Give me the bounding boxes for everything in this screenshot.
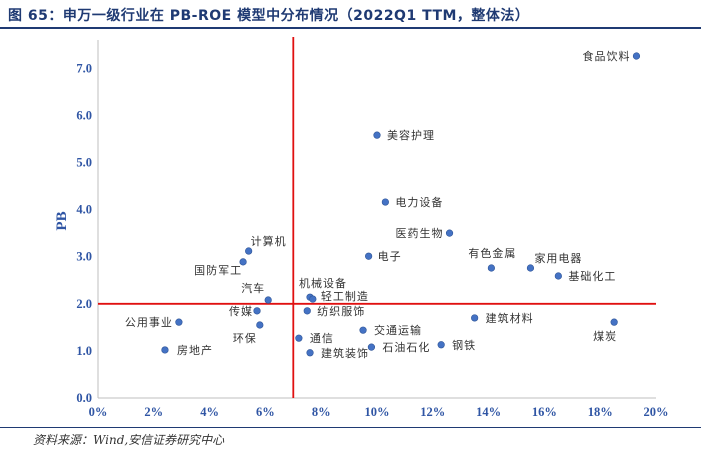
scatter-point-22	[367, 343, 376, 351]
scatter-point-16	[253, 307, 261, 315]
y-tick-label: 4.0	[76, 203, 92, 217]
y-tick-labels: 0.0 1.0 2.0 3.0 4.0 5.0 6.0 7.0	[76, 61, 92, 405]
point-label-5: 电子	[378, 250, 402, 263]
x-tick-labels: 0% 2% 4% 6% 8% 10% 12% 14% 16% 18% 20%	[89, 405, 669, 419]
scatter-point-23	[437, 341, 445, 349]
x-tick-label: 6%	[256, 405, 275, 419]
point-label-21: 交通运输	[374, 323, 422, 337]
scatter-point-7	[526, 264, 535, 272]
scatter-points	[161, 52, 641, 357]
scatter-point-14	[303, 307, 311, 315]
point-label-15: 公用事业	[125, 316, 173, 329]
scatter-point-11	[264, 296, 272, 304]
y-tick-label: 1.0	[76, 344, 92, 358]
reference-lines	[98, 37, 656, 398]
scatter-point-25	[610, 318, 618, 326]
scatter-point-15	[175, 318, 183, 326]
y-tick-label: 6.0	[76, 108, 92, 122]
x-tick-label: 2%	[144, 405, 163, 419]
scatter-point-6	[487, 264, 495, 272]
point-label-19: 通信	[310, 332, 334, 345]
point-label-23: 钢铁	[452, 339, 476, 352]
point-label-3: 电力设备	[395, 195, 443, 209]
x-tick-label: 20%	[644, 405, 669, 419]
scatter-point-17	[256, 321, 264, 329]
y-tick-label: 0.0	[76, 391, 92, 405]
point-label-1: 食品饮料	[582, 49, 630, 63]
x-tick-label: 4%	[200, 405, 219, 419]
point-label-14: 纺织服饰	[317, 304, 365, 318]
y-tick-label: 3.0	[76, 250, 92, 264]
x-tick-label: 8%	[312, 405, 331, 419]
point-label-10: 国防军工	[194, 263, 242, 277]
point-label-2: 美容护理	[387, 128, 435, 142]
point-label-25: 煤炭	[593, 330, 617, 343]
scatter-point-24	[471, 314, 479, 322]
y-tick-label: 7.0	[76, 61, 92, 75]
title-divider	[0, 27, 701, 29]
point-label-9: 计算机	[251, 234, 287, 248]
scatter-point-5	[365, 252, 373, 260]
source-divider	[0, 427, 701, 428]
point-label-13: 轻工制造	[321, 289, 369, 303]
x-tick-label: 10%	[365, 405, 390, 419]
scatter-point-1	[632, 52, 641, 60]
point-label-16: 传媒	[229, 305, 253, 318]
point-label-6: 有色金属	[468, 246, 516, 260]
x-tick-label: 12%	[420, 405, 445, 419]
point-label-12: 机械设备	[299, 276, 347, 290]
y-tick-label: 5.0	[76, 155, 92, 169]
chart-title: 图 65：申万一级行业在 PB-ROE 模型中分布情况（2022Q1 TTM，整…	[8, 8, 530, 24]
scatter-point-10	[239, 258, 247, 266]
y-axis-title: PB	[54, 211, 70, 230]
y-tick-label: 2.0	[76, 297, 92, 311]
point-label-18: 房地产	[177, 343, 213, 357]
point-label-4: 医药生物	[396, 226, 444, 240]
scatter-point-9	[245, 247, 253, 255]
point-label-22: 石油石化	[382, 340, 430, 354]
point-label-20: 建筑装饰	[321, 346, 369, 360]
x-tick-label: 0%	[89, 405, 108, 419]
point-label-7: 家用电器	[534, 251, 582, 265]
scatter-point-2	[373, 131, 381, 139]
x-tick-label: 18%	[588, 405, 613, 419]
scatter-point-18	[161, 346, 169, 354]
scatter-point-19	[295, 334, 303, 342]
x-tick-label: 14%	[476, 405, 501, 419]
point-label-8: 基础化工	[568, 269, 616, 283]
scatter-point-3	[381, 198, 389, 206]
scatter-point-8	[554, 272, 562, 280]
point-label-24: 建筑材料	[486, 311, 534, 325]
x-tick-label: 16%	[532, 405, 557, 419]
point-label-17: 环保	[233, 331, 257, 345]
scatter-point-13	[309, 295, 317, 303]
scatter-point-21	[359, 326, 367, 334]
scatter-point-4	[445, 229, 454, 237]
axes	[97, 40, 656, 399]
point-label-11: 汽车	[241, 281, 265, 295]
source-note: 资料来源：Wind,安信证券研究中心	[33, 433, 225, 447]
scatter-point-20	[306, 349, 314, 357]
